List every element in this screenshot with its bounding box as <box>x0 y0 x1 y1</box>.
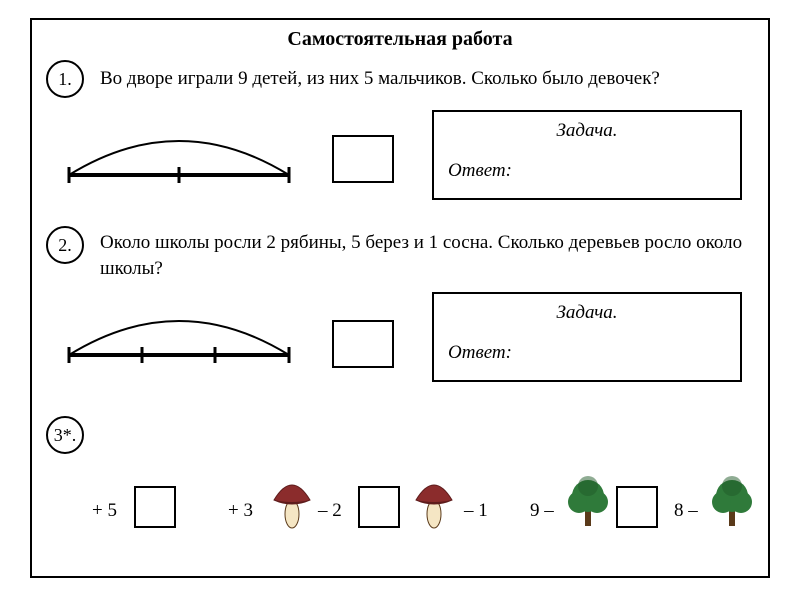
solution-box-2-title: Задача. <box>448 302 726 324</box>
solution-box-2-answer: Ответ: <box>448 342 726 364</box>
solution-box-1-answer: Ответ: <box>448 160 726 182</box>
blank-2[interactable] <box>358 486 400 528</box>
op-9minus: 9 – <box>530 500 554 522</box>
arc-diagram-2 <box>54 295 304 375</box>
mushroom-icon <box>412 474 456 530</box>
problem-number-2-label: 2. <box>58 235 72 256</box>
problem-number-2: 2. <box>46 226 84 264</box>
blank-1[interactable] <box>134 486 176 528</box>
solution-box-1-title: Задача. <box>448 120 726 142</box>
problem-1-text: Во дворе играли 9 детей, из них 5 мальчи… <box>100 66 750 92</box>
problem-number-3-label: 3*. <box>54 425 77 446</box>
solution-box-1: Задача. Ответ: <box>432 110 742 200</box>
problem-number-3: 3*. <box>46 416 84 454</box>
arc-diagram-1 <box>54 115 304 195</box>
tree-icon <box>710 472 754 530</box>
worksheet-title: Самостоятельная работа <box>32 28 768 51</box>
problem-number-1: 1. <box>46 60 84 98</box>
tree-icon <box>566 472 610 530</box>
problem-2-text: Около школы росли 2 рябины, 5 берез и 1 … <box>100 230 750 281</box>
answer-input-2[interactable] <box>332 320 394 368</box>
problem-number-1-label: 1. <box>58 69 72 90</box>
solution-box-2: Задача. Ответ: <box>432 292 742 382</box>
op-8minus: 8 – <box>674 500 698 522</box>
op-minus2: – 2 <box>318 500 342 522</box>
op-plus5: + 5 <box>92 500 117 522</box>
answer-input-1[interactable] <box>332 135 394 183</box>
mushroom-icon <box>270 474 314 530</box>
op-plus3: + 3 <box>228 500 253 522</box>
op-minus1: – 1 <box>464 500 488 522</box>
worksheet-frame: Самостоятельная работа 1. Во дворе играл… <box>30 18 770 578</box>
blank-3[interactable] <box>616 486 658 528</box>
